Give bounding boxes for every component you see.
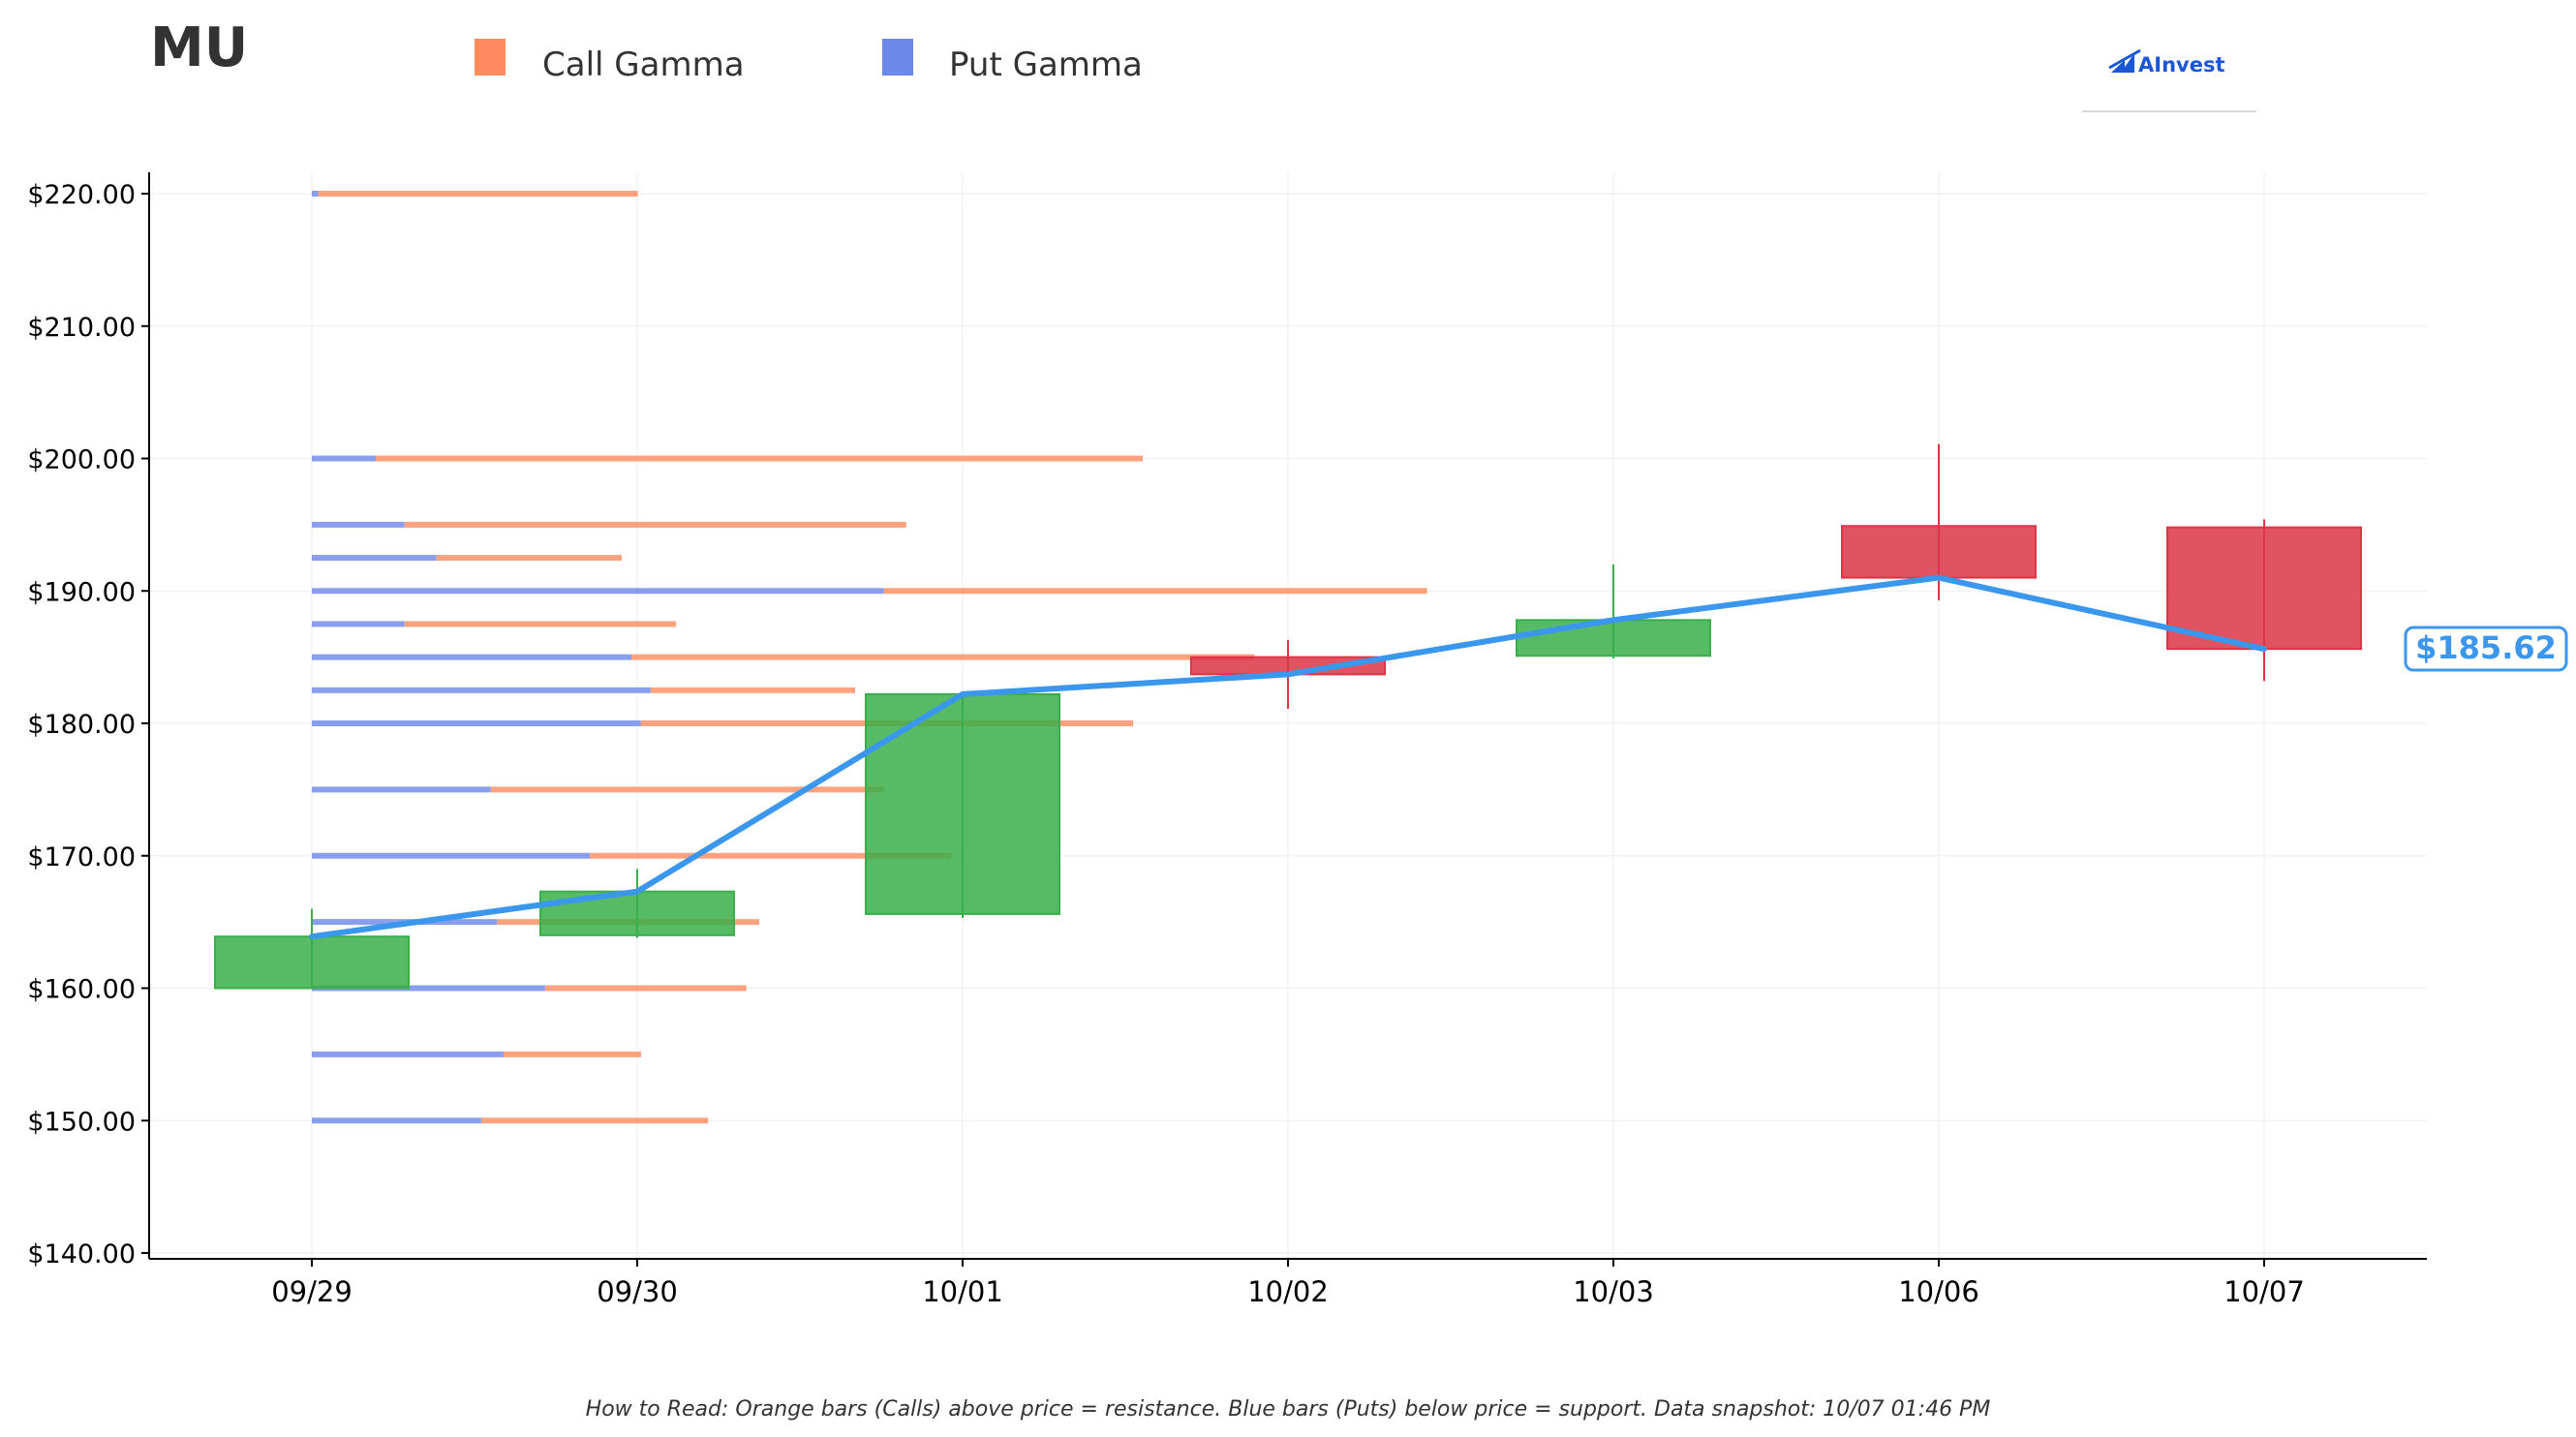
call-gamma-bar <box>436 555 623 562</box>
footnote: How to Read: Orange bars (Calls) above p… <box>586 1397 1991 1422</box>
current-price-badge: $185.62 <box>2404 626 2568 672</box>
candle-body <box>1516 619 1711 657</box>
y-tick-label: $200.00 <box>27 445 136 475</box>
y-tick-label: $170.00 <box>27 842 136 872</box>
put-gamma-bar <box>312 521 405 528</box>
call-gamma-bar <box>590 852 951 859</box>
call-gamma-legend-label: Call Gamma <box>542 46 745 84</box>
x-axis-ticks: 09/29 09/30 10/01 10/02 10/03 10/06 10/07 <box>271 1259 2305 1308</box>
x-tick-label: 10/01 <box>922 1275 1003 1308</box>
put-gamma-legend-label: Put Gamma <box>949 46 1143 84</box>
call-gamma-bar <box>544 985 747 992</box>
grid <box>149 172 2427 1259</box>
candle-body <box>865 692 1060 915</box>
call-gamma-bar <box>318 191 638 197</box>
y-axis-ticks: $140.00 $150.00 $160.00 $170.00 $180.00 $190.… <box>27 180 149 1269</box>
put-gamma-bar <box>312 555 437 562</box>
close-line-path <box>309 574 2267 940</box>
put-gamma-bar <box>312 191 319 197</box>
put-gamma-bar <box>312 720 641 726</box>
ainvest-logo-icon <box>2108 48 2141 73</box>
brand-name: AInvest <box>2138 53 2225 76</box>
x-tick-label: 10/07 <box>2223 1275 2305 1308</box>
y-tick-label: $210.00 <box>27 313 136 343</box>
put-gamma-bar <box>312 654 631 660</box>
y-tick-label: $150.00 <box>27 1107 136 1137</box>
put-gamma-bar <box>312 621 405 627</box>
call-gamma-legend-swatch <box>475 39 506 76</box>
call-gamma-bar <box>631 654 1255 660</box>
call-gamma-bar <box>480 1117 709 1124</box>
call-gamma-bar <box>404 621 677 627</box>
call-gamma-bar <box>650 687 855 693</box>
y-tick-label: $160.00 <box>27 975 136 1005</box>
y-tick-label: $140.00 <box>27 1239 136 1269</box>
candles <box>214 443 2362 990</box>
put-gamma-bar <box>312 1051 504 1057</box>
candle-body <box>214 935 410 990</box>
call-gamma-bar <box>376 455 1143 462</box>
call-gamma-bar <box>883 588 1427 595</box>
put-gamma-bar <box>312 985 545 992</box>
y-tick-label: $180.00 <box>27 710 136 740</box>
y-tick-label: $190.00 <box>27 577 136 607</box>
put-gamma-bar <box>312 852 591 859</box>
current-price-label: $185.62 <box>2415 629 2557 666</box>
y-tick-label: $220.00 <box>27 180 136 210</box>
x-tick-label: 10/02 <box>1247 1275 1329 1308</box>
put-gamma-bar <box>312 1117 481 1124</box>
close-price-line <box>309 574 2267 940</box>
x-tick-label: 09/30 <box>597 1275 678 1308</box>
put-gamma-bar <box>312 455 376 462</box>
candle-body <box>1841 525 2037 579</box>
put-gamma-legend-swatch <box>882 39 913 76</box>
candle-body <box>2166 526 2362 651</box>
x-tick-label: 10/06 <box>1898 1275 1979 1308</box>
x-tick-label: 09/29 <box>271 1275 353 1308</box>
put-gamma-bar <box>312 786 491 793</box>
ticker-title: MU <box>150 16 248 79</box>
legend: Call Gamma Put Gamma <box>475 39 1143 84</box>
put-gamma-bar <box>312 588 884 595</box>
call-gamma-bar <box>504 1051 641 1057</box>
x-tick-label: 10/03 <box>1573 1275 1654 1308</box>
call-gamma-bar <box>490 786 884 793</box>
brand-logo: AInvest <box>2082 48 2256 112</box>
call-gamma-bar <box>404 521 906 528</box>
put-gamma-bar <box>312 687 651 693</box>
